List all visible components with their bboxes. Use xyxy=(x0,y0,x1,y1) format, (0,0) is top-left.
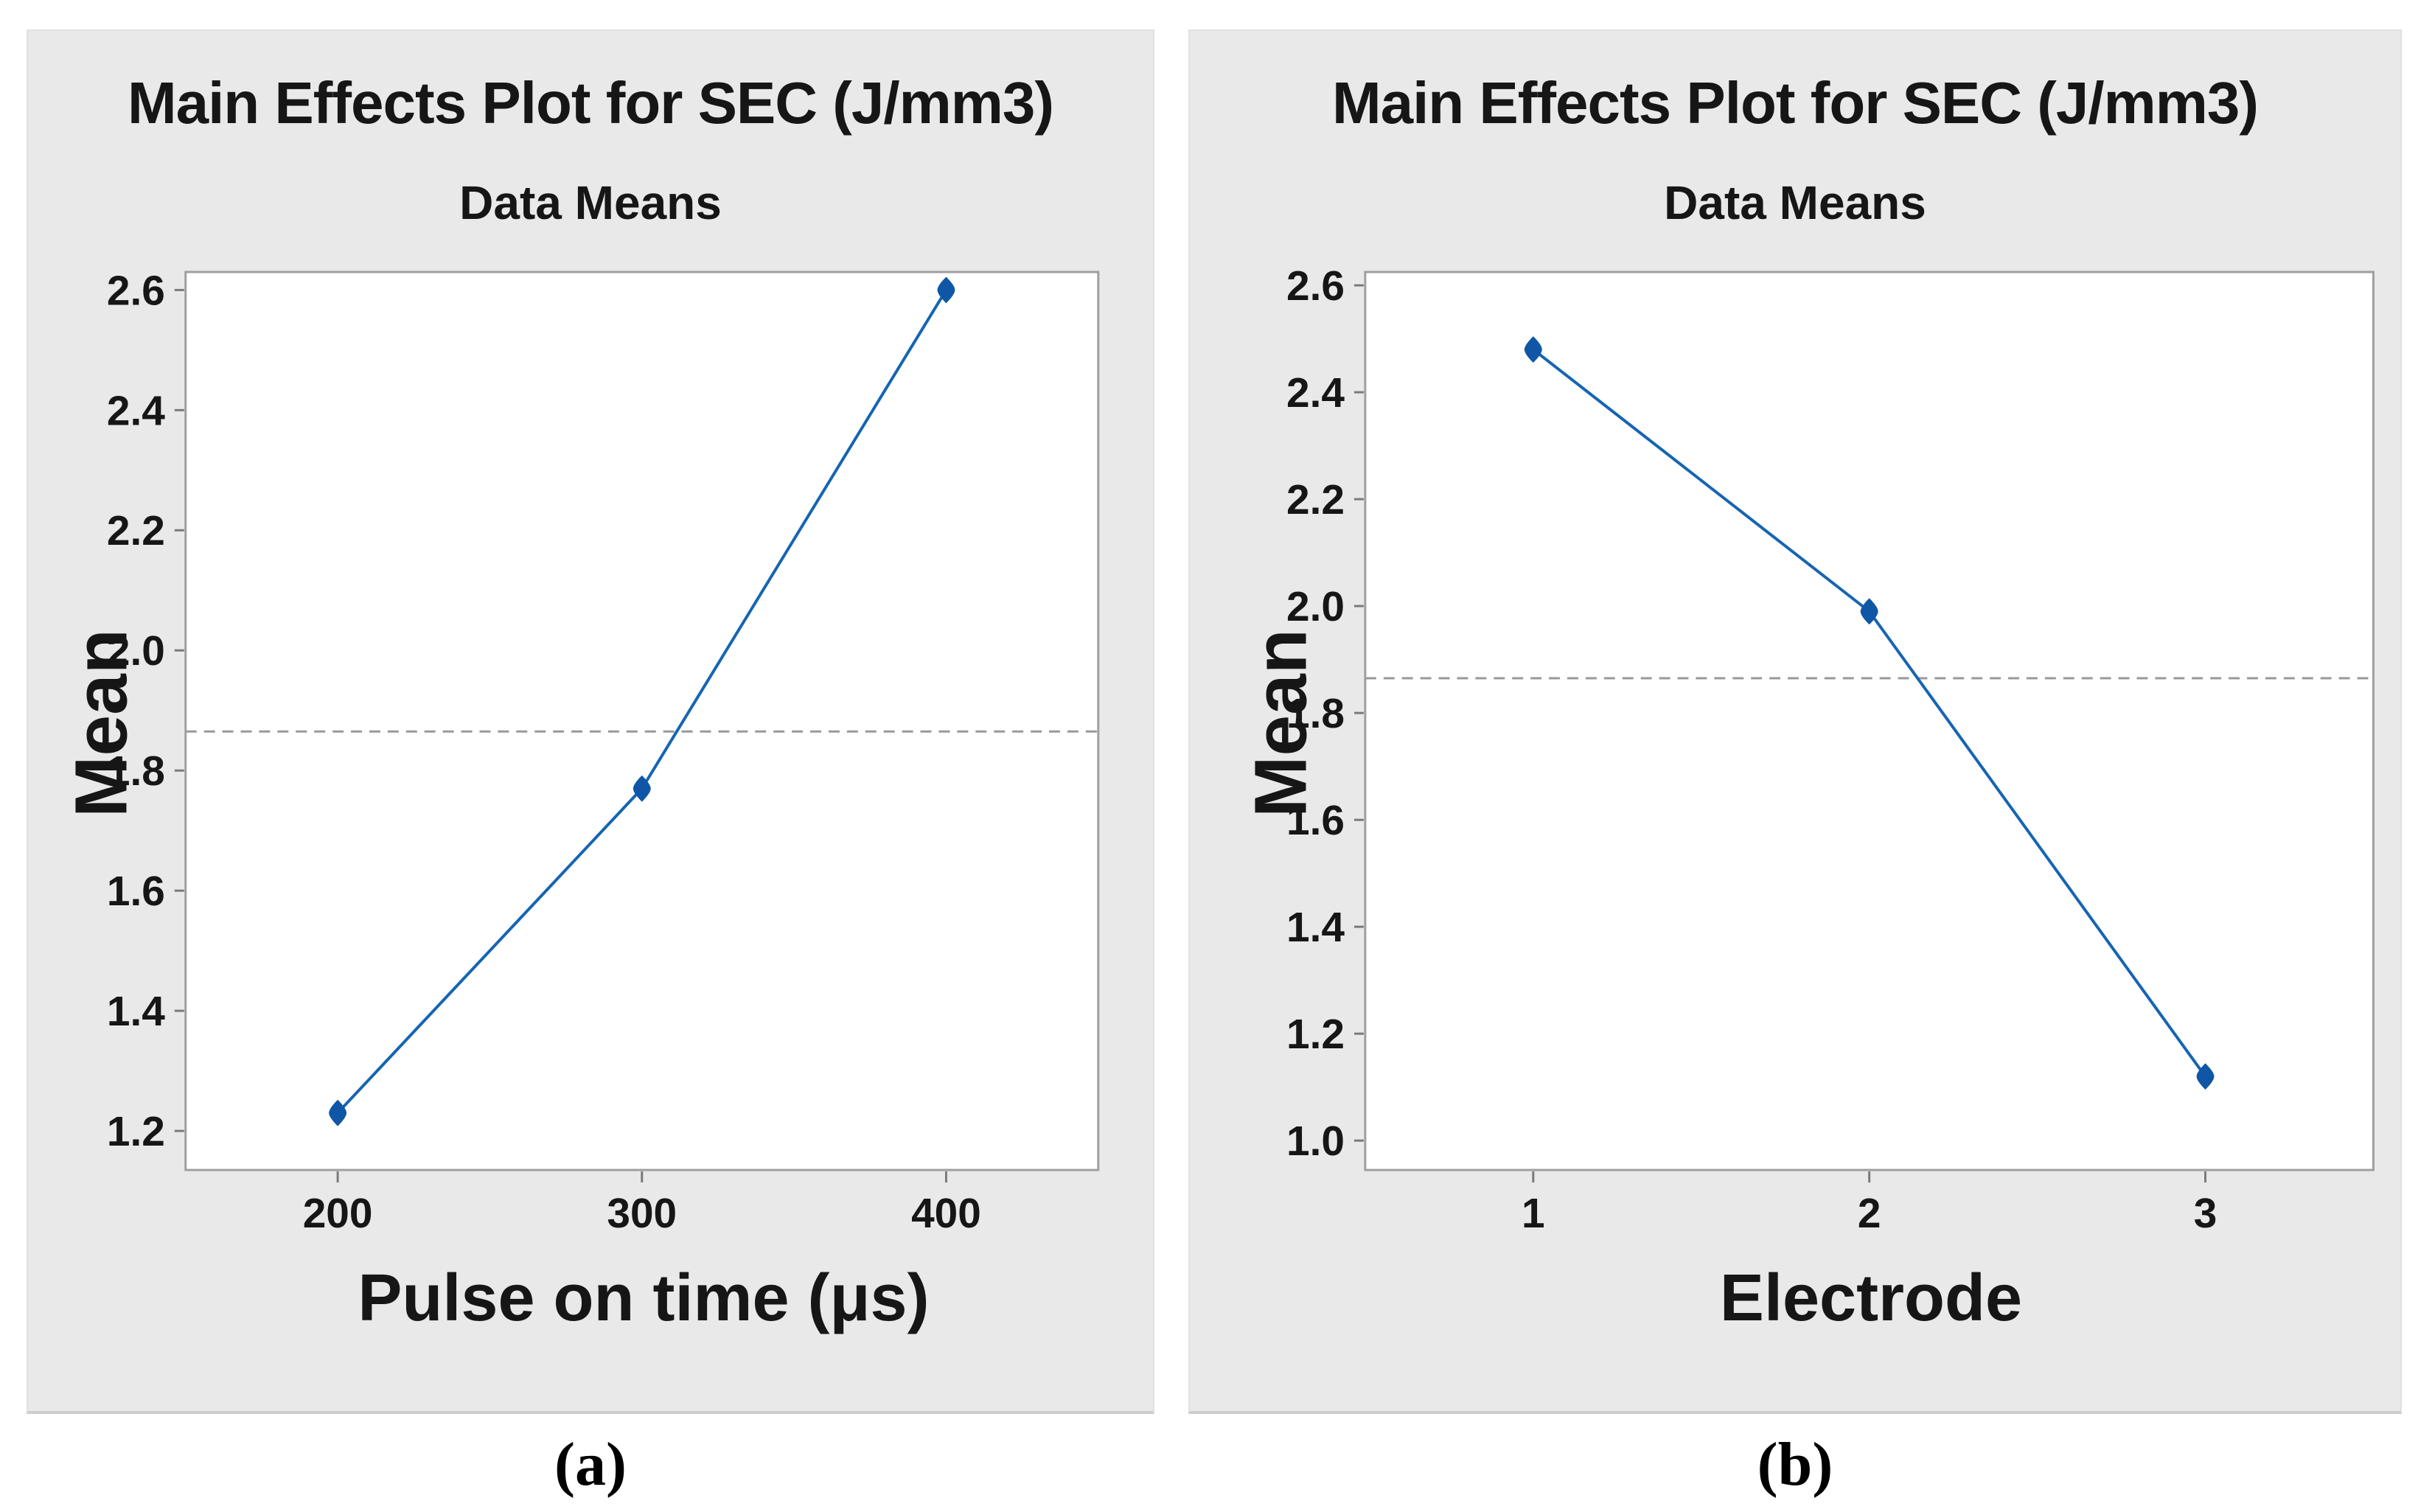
x-tick-label: 2 xyxy=(1858,1191,1881,1237)
subfigure-caption-b: (b) xyxy=(1757,1430,1833,1499)
plot-background xyxy=(184,271,1100,1171)
y-axis-ticks: 2.6 2.4 2.2 2.0 1.8 1.6 1.4 1.2 xyxy=(107,268,184,1155)
y-tick-label: 1.0 xyxy=(1286,1118,1345,1165)
y-tick-label: 1.4 xyxy=(107,989,165,1035)
x-tick-label: 1 xyxy=(1522,1191,1545,1237)
x-tick-label: 400 xyxy=(911,1191,981,1237)
y-tick-label: 2.6 xyxy=(107,268,165,314)
x-tick-label: 200 xyxy=(303,1191,373,1237)
y-tick-label: 2.4 xyxy=(1286,370,1345,417)
chart-panel-a: Main Effects Plot for SEC (J/mm3) Data M… xyxy=(27,29,1154,1414)
y-tick-label: 2.4 xyxy=(107,388,165,434)
y-tick-label: 1.8 xyxy=(1286,691,1345,737)
x-tick-label: 300 xyxy=(607,1191,677,1237)
plot-background xyxy=(1364,271,2374,1171)
y-tick-label: 2.6 xyxy=(1286,263,1345,310)
x-axis-label: Electrode xyxy=(1719,1261,2023,1335)
chart-title: Main Effects Plot for SEC (J/mm3) xyxy=(127,70,1054,136)
x-axis-ticks: 200 300 400 xyxy=(303,1171,981,1237)
y-tick-label: 1.6 xyxy=(1286,798,1345,844)
plot-area-a: 2.6 2.4 2.2 2.0 1.8 1.6 1.4 1.2 200 300 400 xyxy=(107,268,1100,1237)
y-axis-ticks: 2.6 2.4 2.2 2.0 1.8 1.6 1.4 1.2 1.0 xyxy=(1286,263,1364,1165)
y-tick-label: 2.2 xyxy=(1286,477,1345,523)
x-axis-label: Pulse on time (μs) xyxy=(358,1261,930,1335)
data-point-marker xyxy=(937,276,955,304)
y-tick-label: 1.8 xyxy=(107,748,165,795)
chart-title: Main Effects Plot for SEC (J/mm3) xyxy=(1331,70,2259,136)
y-tick-label: 2.2 xyxy=(107,508,165,554)
chart-subtitle: Data Means xyxy=(1664,176,1926,229)
data-point-markers xyxy=(1524,336,2215,1090)
plot-area-b: 2.6 2.4 2.2 2.0 1.8 1.6 1.4 1.2 1.0 1 2 3 xyxy=(1286,263,2374,1237)
x-axis-ticks: 1 2 3 xyxy=(1522,1171,2217,1237)
data-point-marker xyxy=(1860,598,1878,625)
x-tick-label: 3 xyxy=(2194,1191,2217,1237)
data-point-marker xyxy=(2196,1063,2215,1090)
y-tick-label: 2.0 xyxy=(1286,584,1345,630)
chart-panel-b: Main Effects Plot for SEC (J/mm3) Data M… xyxy=(1188,29,2402,1414)
y-tick-label: 1.2 xyxy=(107,1109,165,1155)
subfigure-caption-a: (a) xyxy=(554,1430,627,1499)
y-tick-label: 1.6 xyxy=(107,868,165,915)
data-point-markers xyxy=(329,276,955,1126)
data-point-marker xyxy=(633,775,651,802)
data-point-marker xyxy=(329,1099,347,1126)
data-point-marker xyxy=(1524,336,1542,363)
y-tick-label: 2.0 xyxy=(107,628,165,675)
y-tick-label: 1.2 xyxy=(1286,1011,1345,1058)
chart-subtitle: Data Means xyxy=(459,176,722,229)
y-tick-label: 1.4 xyxy=(1286,905,1345,951)
